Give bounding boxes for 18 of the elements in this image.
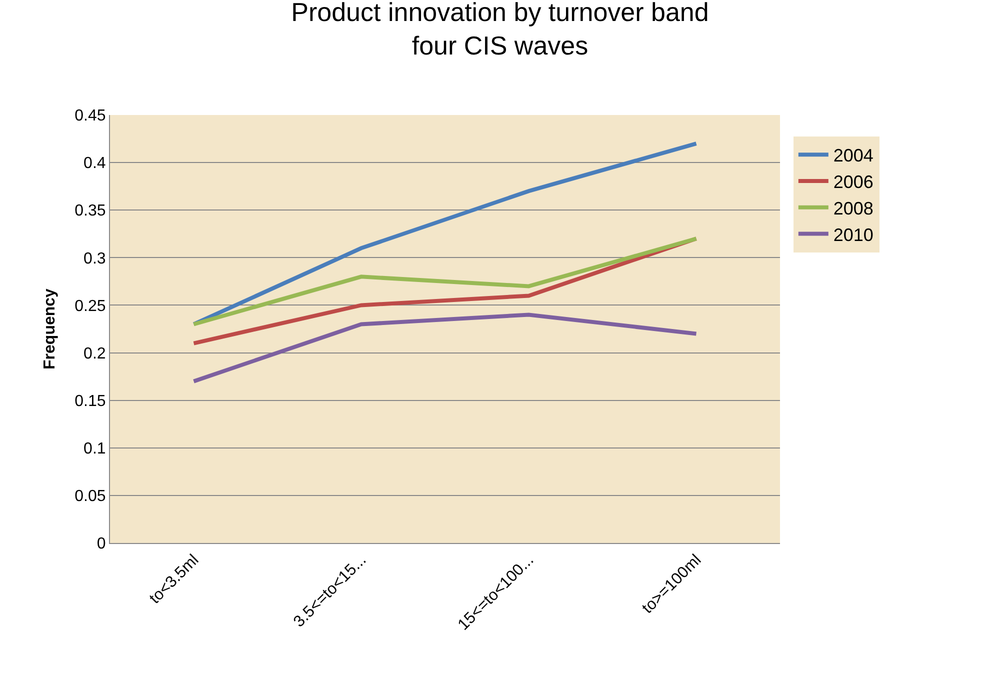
y-tick-label: 0.45	[74, 108, 106, 125]
y-tick-label: 0.3	[84, 250, 106, 268]
y-tick-label: 0	[96, 536, 106, 553]
legend-label: 2004	[833, 146, 874, 166]
y-tick-label: 0.2	[84, 345, 106, 362]
chart-title: Product innovation by turnover band four CIS waves	[291, 0, 709, 61]
line-series	[192, 236, 698, 326]
y-tick-label: 0.35	[74, 202, 106, 220]
y-tick-label: 0.1	[84, 440, 106, 458]
y-tick-label: 0.4	[84, 155, 106, 172]
y-tick-label: 0.25	[74, 298, 106, 315]
legend-label: 2006	[833, 172, 874, 192]
line-series	[192, 312, 698, 384]
y-tick-label: 0.15	[74, 392, 106, 410]
legend-label: 2010	[833, 224, 874, 245]
legend-label: 2008	[833, 198, 874, 218]
y-axis-title: Frequency	[42, 288, 59, 370]
y-tick-label: 0.05	[74, 488, 106, 506]
